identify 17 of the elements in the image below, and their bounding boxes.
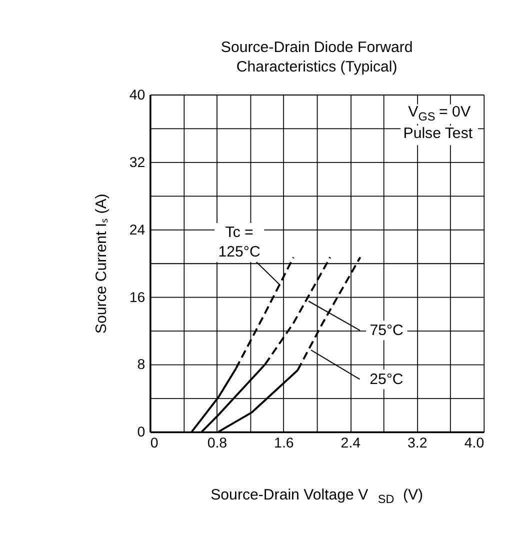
y-tick-label: 32 (129, 154, 146, 171)
annotation: Tc = 125°C (218, 224, 260, 261)
y-tick-label: 8 (137, 357, 146, 374)
x-tick-label: 3.2 (408, 435, 428, 452)
x-tick-label: 0 (150, 435, 158, 452)
x-tick-label: 0.8 (207, 435, 228, 452)
chart-title: Source-Drain Diode Forward Characteristics (Typical) (220, 38, 413, 76)
annotation: 25°C (370, 370, 404, 388)
y-tick-label: 0 (137, 424, 146, 441)
y-tick-label: 24 (129, 222, 146, 238)
x-tick-label: 4.0 (464, 435, 484, 452)
y-axis-title: Source Current Iₛ (A) (93, 194, 110, 334)
y-tick-label: 16 (129, 290, 146, 306)
y-tick-label: 40 (129, 87, 146, 104)
x-tick-label: 1.6 (274, 435, 294, 452)
annotation: 75°C (370, 322, 404, 339)
x-tick-label: 2.4 (340, 435, 361, 452)
